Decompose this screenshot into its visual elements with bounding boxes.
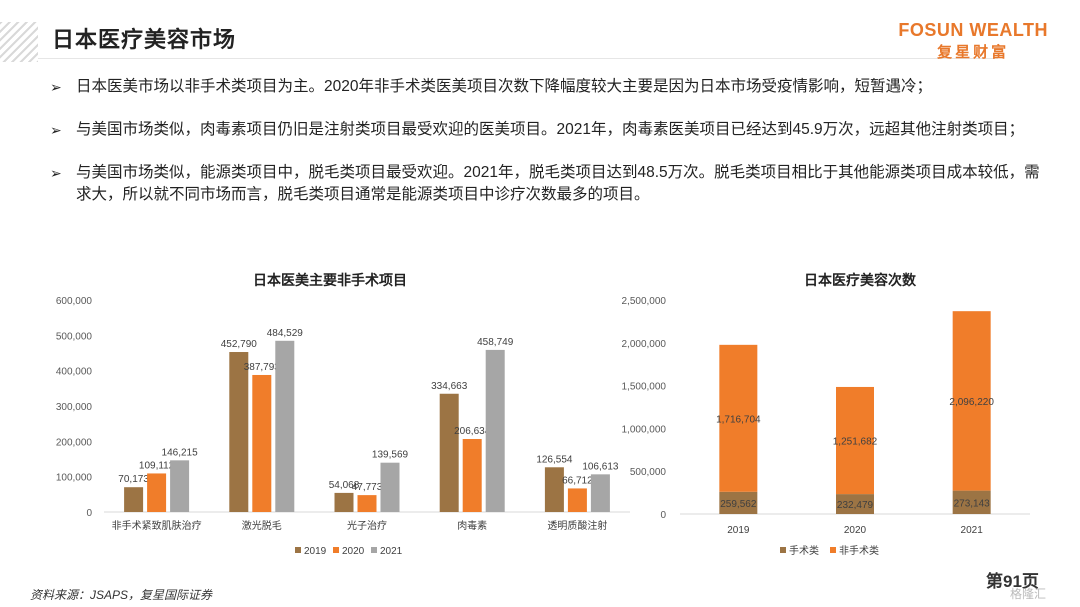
bar-value-label: 1,251,682 — [833, 437, 878, 448]
y-tick-label: 0 — [660, 510, 666, 521]
y-tick-label: 500,000 — [56, 331, 93, 342]
bar-value-label: 232,479 — [837, 500, 874, 511]
x-category-label: 2021 — [961, 525, 984, 536]
chart2-title: 日本医疗美容次数 — [804, 272, 916, 288]
y-tick-label: 600,000 — [56, 296, 93, 307]
bar-value-label: 206,634 — [454, 426, 491, 437]
bar-value-label: 54,068 — [329, 480, 360, 491]
y-tick-label: 0 — [86, 508, 92, 519]
fosun-logo: FOSUN WEALTH 复星财富 — [898, 20, 1048, 62]
arrow-bullet-icon: ➢ — [50, 165, 62, 181]
page-number: 第91页 — [986, 572, 1039, 591]
bullet-text: 日本医美市场以非手术类项目为主。2020年非手术类医美项目次数下降幅度较大主要是… — [76, 78, 932, 95]
bar-2019 — [544, 467, 564, 512]
bar-2020 — [567, 488, 587, 512]
bullet-item: ➢ 日本医美市场以非手术类项目为主。2020年非手术类医美项目次数下降幅度较大主… — [50, 76, 1045, 98]
stacked-bar-surgical — [952, 490, 991, 514]
stacked-bar-nonsurgical — [952, 311, 991, 491]
arrow-bullet-icon: ➢ — [50, 79, 62, 95]
legend-swatch — [830, 547, 836, 553]
bar-2020 — [252, 374, 272, 512]
page-title: 日本医疗美容市场 — [52, 27, 237, 52]
bar-2019 — [334, 492, 354, 512]
x-category-label: 2020 — [844, 525, 867, 536]
bar-2019 — [124, 487, 144, 512]
legend-label: 2019 — [304, 546, 327, 557]
bar-value-label: 387,793 — [244, 362, 281, 373]
bullet-text: 与美国市场类似，肉毒素项目仍旧是注射类项目最受欢迎的医美项目。2021年，肉毒素… — [76, 121, 1025, 138]
stacked-bar-nonsurgical — [836, 386, 874, 495]
bar-value-label: 273,143 — [954, 498, 991, 509]
source-note: 资料来源：JSAPS，复星国际证券 — [30, 588, 213, 602]
y-tick-label: 400,000 — [56, 367, 93, 378]
legend-swatch — [295, 547, 301, 553]
x-category-label: 非手术紧致肌肤治疗 — [112, 519, 202, 532]
y-tick-label: 2,000,000 — [622, 339, 667, 350]
bar-2019 — [439, 393, 459, 512]
x-category-label: 2019 — [727, 525, 750, 536]
x-category-label: 光子治疗 — [347, 519, 387, 532]
bar-value-label: 109,112 — [139, 460, 175, 471]
legend-label: 非手术类 — [839, 544, 879, 557]
y-tick-label: 300,000 — [56, 402, 93, 413]
bullet-item: ➢ 与美国市场类似，能源类项目中，脱毛类项目最受欢迎。2021年，脱毛类项目达到… — [50, 162, 1045, 206]
watermark-text: 格隆汇 — [1010, 587, 1047, 601]
legend-label: 手术类 — [789, 544, 819, 557]
bar-value-label: 259,562 — [720, 499, 757, 510]
logo-text-en: FOSUN WEALTH — [898, 20, 1048, 40]
bullet-text: 与美国市场类似，能源类项目中，脱毛类项目最受欢迎。2021年，脱毛类项目达到48… — [76, 164, 1040, 203]
y-tick-label: 2,500,000 — [622, 296, 667, 307]
chart-nonsurgical-projects: 0 100,000 200,000 300,000 400,000 500,000 600,… — [56, 296, 630, 557]
bar-value-label: 1,716,704 — [716, 414, 761, 425]
bullet-list: ➢ 日本医美市场以非手术类项目为主。2020年非手术类医美项目次数下降幅度较大主… — [50, 76, 1045, 227]
bar-value-label: 484,529 — [267, 328, 304, 339]
bar-value-label: 146,215 — [162, 447, 199, 458]
bar-value-label: 452,790 — [221, 339, 258, 350]
legend-swatch — [780, 547, 786, 553]
y-tick-label: 100,000 — [56, 473, 93, 484]
bar-2020 — [147, 473, 167, 512]
bar-value-label: 139,569 — [372, 450, 409, 461]
bar-value-label: 106,613 — [582, 461, 619, 472]
title-divider — [38, 58, 998, 59]
arrow-bullet-icon: ➢ — [50, 122, 62, 138]
bar-value-label: 47,773 — [352, 482, 383, 493]
decorative-stripes — [0, 22, 38, 62]
stacked-bar-surgical — [836, 494, 874, 514]
y-tick-label: 1,000,000 — [622, 424, 667, 435]
bar-2020 — [357, 495, 377, 512]
legend-label: 2021 — [380, 546, 403, 557]
chart1-title: 日本医美主要非手术项目 — [253, 272, 407, 288]
x-category-label: 透明质酸注射 — [547, 519, 607, 532]
bar-2020 — [462, 438, 482, 512]
legend-label: 2020 — [342, 546, 365, 557]
bar-value-label: 458,749 — [477, 337, 514, 348]
bar-2021 — [170, 460, 190, 512]
bar-value-label: 66,712 — [562, 475, 593, 486]
x-category-label: 肉毒素 — [457, 519, 487, 532]
bar-2021 — [485, 349, 505, 512]
logo-text-cn: 复星财富 — [937, 44, 1010, 61]
y-tick-label: 1,500,000 — [622, 382, 667, 393]
stacked-bar-surgical — [719, 491, 758, 514]
y-tick-label: 200,000 — [56, 437, 93, 448]
stacked-bar-nonsurgical — [719, 344, 758, 492]
legend-swatch — [333, 547, 339, 553]
bar-2019 — [229, 352, 249, 512]
y-tick-label: 500,000 — [630, 467, 667, 478]
x-category-label: 激光脱毛 — [242, 519, 282, 532]
chart-treatment-counts: 0 500,000 1,000,000 1,500,000 2,000,000 2,500… — [622, 296, 1030, 557]
bar-2021 — [380, 462, 400, 512]
bar-value-label: 126,554 — [536, 454, 573, 465]
bar-value-label: 70,173 — [118, 474, 149, 485]
bar-2021 — [590, 474, 610, 512]
bar-value-label: 334,663 — [431, 381, 468, 392]
bar-2021 — [275, 340, 295, 512]
bar-value-label: 2,096,220 — [949, 397, 994, 408]
bullet-item: ➢ 与美国市场类似，肉毒素项目仍旧是注射类项目最受欢迎的医美项目。2021年，肉… — [50, 119, 1045, 141]
legend-swatch — [371, 547, 377, 553]
